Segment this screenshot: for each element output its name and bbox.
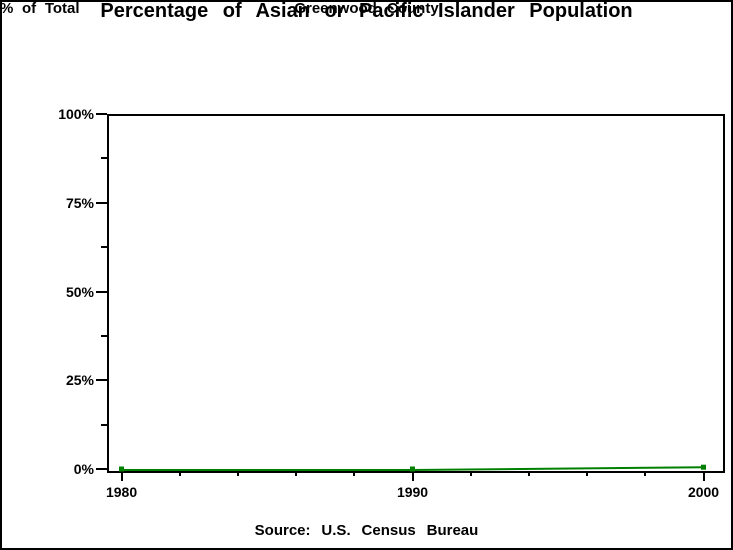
x-major-tick <box>120 471 123 481</box>
y-minor-tick <box>101 423 107 426</box>
x-major-tick <box>411 471 414 481</box>
x-minor-tick <box>644 471 647 476</box>
y-axis-title: % of Total <box>0 0 80 17</box>
source-footnote: Source: U.S. Census Bureau <box>254 522 479 539</box>
chart-subtitle: Greenwood County <box>294 0 439 17</box>
data-point-marker <box>410 466 415 472</box>
x-minor-tick <box>178 471 181 476</box>
x-minor-tick <box>527 471 530 476</box>
x-minor-tick <box>353 471 356 476</box>
data-point-marker <box>119 466 124 472</box>
x-minor-tick <box>236 471 239 476</box>
x-major-tick <box>702 471 705 481</box>
x-tick-label: 2000 <box>687 484 720 500</box>
y-major-tick <box>96 379 107 382</box>
y-tick-label: 0% <box>73 461 94 477</box>
y-major-tick <box>96 468 107 470</box>
y-tick-label: 25% <box>65 372 94 389</box>
y-minor-tick <box>101 334 107 337</box>
plot-area <box>107 114 725 473</box>
y-tick-label: 75% <box>65 194 94 211</box>
x-tick-label: 1990 <box>396 484 429 500</box>
y-minor-tick <box>101 157 107 160</box>
y-major-tick <box>96 290 107 293</box>
x-minor-tick <box>586 471 589 476</box>
y-minor-tick <box>101 246 107 249</box>
x-minor-tick <box>469 471 472 476</box>
y-major-tick <box>96 113 107 115</box>
chart-title: Percentage of Asian or Pacific Islander … <box>100 0 633 22</box>
x-minor-tick <box>295 471 298 476</box>
y-tick-label: 100% <box>58 106 94 122</box>
x-tick-label: 1980 <box>105 484 138 500</box>
y-tick-label: 50% <box>65 283 94 300</box>
y-major-tick <box>96 201 107 204</box>
data-point-marker <box>701 464 706 470</box>
